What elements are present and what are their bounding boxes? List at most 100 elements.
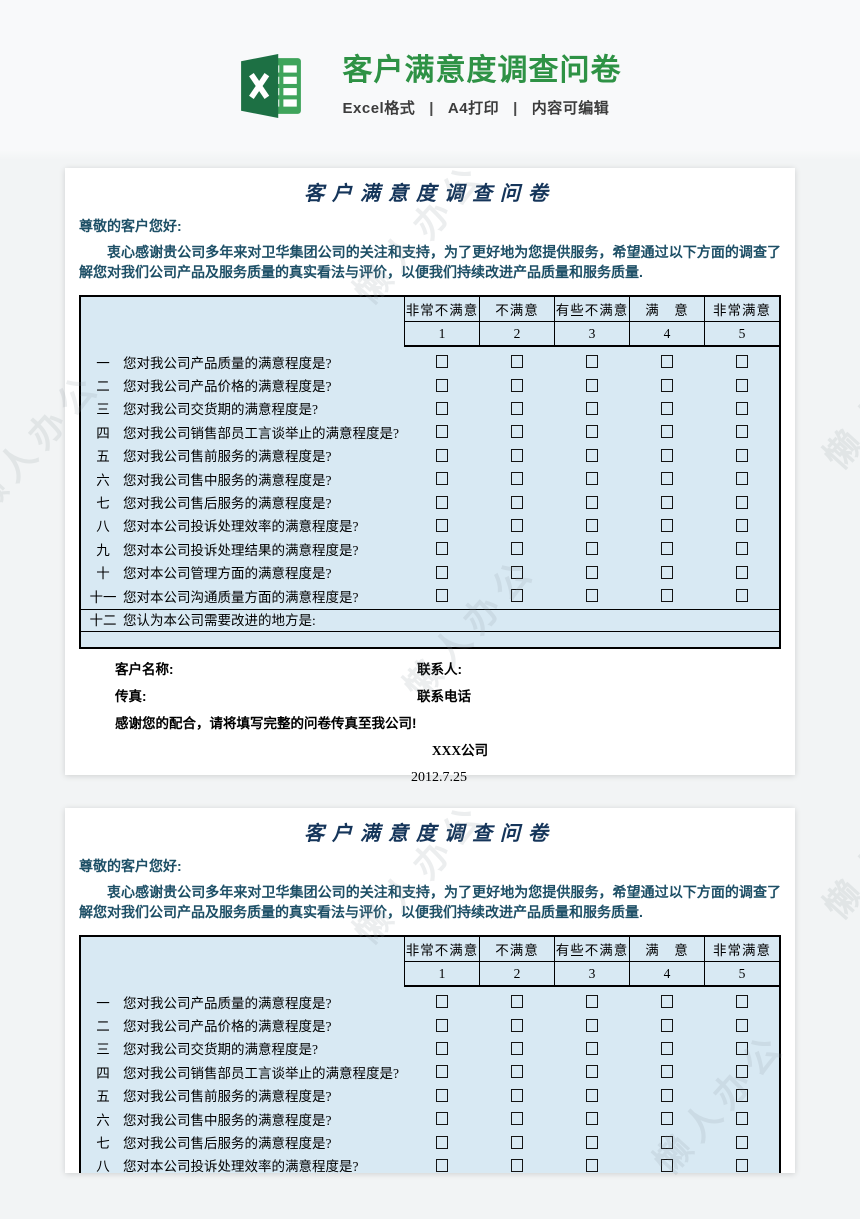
checkbox[interactable] <box>585 1158 598 1172</box>
checkbox[interactable] <box>735 1065 748 1079</box>
checkbox[interactable] <box>735 401 748 415</box>
checkbox[interactable] <box>735 472 748 486</box>
checkbox[interactable] <box>510 995 523 1009</box>
checkbox[interactable] <box>510 495 523 509</box>
checkbox[interactable] <box>660 1112 673 1126</box>
checkbox[interactable] <box>660 1158 673 1172</box>
checkbox[interactable] <box>510 472 523 486</box>
checkbox[interactable] <box>435 1018 448 1032</box>
checkbox[interactable] <box>585 518 598 532</box>
checkbox[interactable] <box>435 355 448 369</box>
checkbox[interactable] <box>435 995 448 1009</box>
checkbox[interactable] <box>435 1135 448 1149</box>
checkbox[interactable] <box>585 355 598 369</box>
checkbox[interactable] <box>660 995 673 1009</box>
checkbox[interactable] <box>435 518 448 532</box>
checkbox[interactable] <box>660 1018 673 1032</box>
checkbox[interactable] <box>510 518 523 532</box>
checkbox[interactable] <box>735 1135 748 1149</box>
checkbox[interactable] <box>510 1088 523 1102</box>
checkbox[interactable] <box>735 1112 748 1126</box>
checkbox[interactable] <box>660 565 673 579</box>
checkbox[interactable] <box>585 495 598 509</box>
checkbox[interactable] <box>585 542 598 556</box>
checkbox[interactable] <box>510 1018 523 1032</box>
question-label: 您对我公司产品质量的满意程度是? <box>123 995 332 1011</box>
checkbox[interactable] <box>585 589 598 603</box>
checkbox[interactable] <box>510 1158 523 1172</box>
checkbox[interactable] <box>660 1135 673 1149</box>
question-label: 您对我公司售前服务的满意程度是? <box>123 1089 332 1105</box>
checkbox[interactable] <box>735 448 748 462</box>
checkbox[interactable] <box>660 589 673 603</box>
checkbox[interactable] <box>510 542 523 556</box>
checkbox[interactable] <box>585 472 598 486</box>
checkbox[interactable] <box>435 472 448 486</box>
checkbox[interactable] <box>435 401 448 415</box>
checkbox[interactable] <box>585 378 598 392</box>
checkbox[interactable] <box>735 518 748 532</box>
checkbox[interactable] <box>585 565 598 579</box>
checkbox[interactable] <box>660 448 673 462</box>
checkbox[interactable] <box>435 495 448 509</box>
checkbox[interactable] <box>735 378 748 392</box>
checkbox[interactable] <box>660 401 673 415</box>
checkbox[interactable] <box>585 448 598 462</box>
checkbox[interactable] <box>735 1018 748 1032</box>
checkbox[interactable] <box>735 355 748 369</box>
checkbox[interactable] <box>735 995 748 1009</box>
checkbox[interactable] <box>510 1041 523 1055</box>
checkbox[interactable] <box>585 1065 598 1079</box>
checkbox[interactable] <box>435 378 448 392</box>
checkbox[interactable] <box>735 1041 748 1055</box>
checkbox[interactable] <box>585 1088 598 1102</box>
checkbox[interactable] <box>510 589 523 603</box>
checkbox[interactable] <box>735 565 748 579</box>
checkbox[interactable] <box>660 378 673 392</box>
checkbox[interactable] <box>510 1135 523 1149</box>
checkbox[interactable] <box>585 1112 598 1126</box>
checkbox[interactable] <box>585 425 598 439</box>
customer-name-label: 客户名称: <box>115 662 174 678</box>
checkbox[interactable] <box>735 1088 748 1102</box>
checkbox[interactable] <box>435 542 448 556</box>
checkbox[interactable] <box>585 1018 598 1032</box>
checkbox[interactable] <box>510 565 523 579</box>
checkbox[interactable] <box>660 495 673 509</box>
checkbox[interactable] <box>435 1088 448 1102</box>
checkbox[interactable] <box>585 995 598 1009</box>
checkbox[interactable] <box>435 1065 448 1079</box>
checkbox[interactable] <box>660 425 673 439</box>
checkbox[interactable] <box>735 589 748 603</box>
checkbox[interactable] <box>435 448 448 462</box>
checkbox[interactable] <box>510 401 523 415</box>
checkbox[interactable] <box>735 542 748 556</box>
checkbox[interactable] <box>660 542 673 556</box>
checkbox[interactable] <box>585 1135 598 1149</box>
checkbox[interactable] <box>585 1041 598 1055</box>
checkbox[interactable] <box>735 425 748 439</box>
checkbox[interactable] <box>510 1065 523 1079</box>
checkbox[interactable] <box>435 589 448 603</box>
checkbox[interactable] <box>435 425 448 439</box>
checkbox[interactable] <box>735 495 748 509</box>
answer-input-row[interactable] <box>81 631 779 647</box>
checkbox[interactable] <box>660 1088 673 1102</box>
checkbox[interactable] <box>660 472 673 486</box>
checkbox[interactable] <box>660 518 673 532</box>
checkbox[interactable] <box>660 1041 673 1055</box>
checkbox[interactable] <box>660 1065 673 1079</box>
checkbox[interactable] <box>435 1158 448 1172</box>
checkbox[interactable] <box>435 565 448 579</box>
checkbox[interactable] <box>585 401 598 415</box>
checkbox[interactable] <box>510 1112 523 1126</box>
checkbox[interactable] <box>735 1158 748 1172</box>
checkbox[interactable] <box>510 448 523 462</box>
checkbox[interactable] <box>510 355 523 369</box>
checkbox[interactable] <box>435 1041 448 1055</box>
checkbox[interactable] <box>510 425 523 439</box>
checkbox[interactable] <box>510 378 523 392</box>
checkbox-cell <box>479 514 554 537</box>
checkbox[interactable] <box>435 1112 448 1126</box>
checkbox[interactable] <box>660 355 673 369</box>
